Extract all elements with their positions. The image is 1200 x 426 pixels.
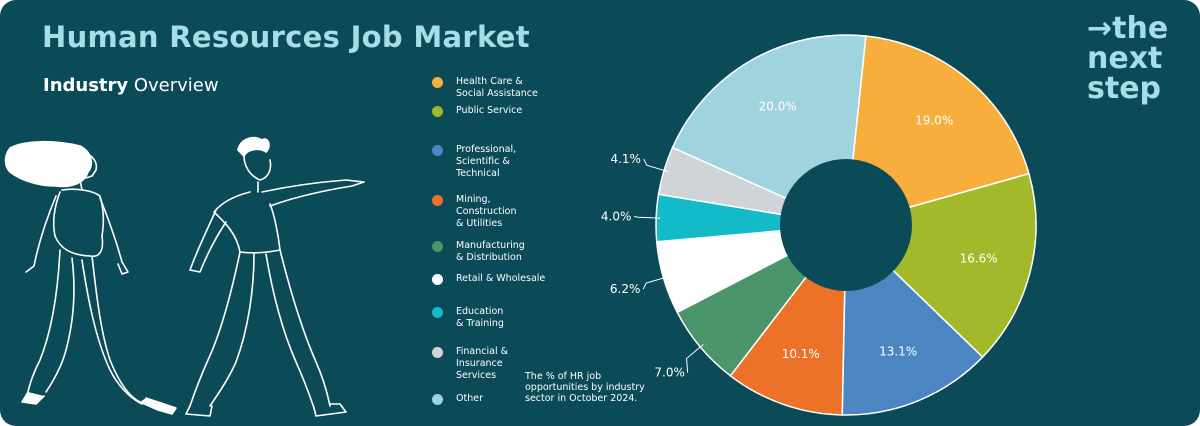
legend-label: Manufacturing & Distribution: [456, 240, 525, 263]
page-title: Human Resources Job Market: [42, 20, 530, 54]
legend-swatch: [432, 195, 443, 206]
logo-arrow-icon: →: [1087, 11, 1113, 46]
people-illustration: [4, 136, 365, 417]
label-leader-line: [686, 344, 704, 373]
legend-label: Health Care & Social Assistance: [456, 76, 538, 99]
logo-word-next: next: [1087, 41, 1163, 76]
slice-value-label: 7.0%: [654, 366, 685, 380]
logo-word-the: the: [1112, 11, 1169, 46]
legend-swatch: [432, 241, 443, 252]
label-leader-line: [642, 276, 668, 290]
legend-swatch: [432, 347, 443, 358]
slice-value-label: 19.0%: [915, 113, 953, 127]
legend-label: Education & Training: [456, 306, 504, 329]
slice-value-label: 13.1%: [879, 344, 917, 358]
subtitle-rest: Overview: [128, 75, 219, 96]
chart-legend: Health Care & Social Assistance Public S…: [432, 0, 562, 426]
slice-value-label: 10.1%: [782, 347, 820, 361]
label-leader-line: [634, 215, 661, 219]
legend-swatch: [432, 145, 443, 156]
legend-swatch: [432, 307, 443, 318]
slice-value-label: 4.0%: [601, 209, 632, 223]
legend-label: Financial & Insurance Services: [456, 346, 509, 381]
legend-label: Professional, Scientific & Technical: [456, 144, 517, 179]
legend-label: Mining, Construction & Utilities: [456, 194, 517, 229]
the-next-step-logo: →the next step: [1087, 14, 1187, 104]
legend-label: Other: [456, 393, 483, 404]
legend-swatch: [432, 394, 443, 405]
slice-value-label: 20.0%: [759, 99, 797, 113]
donut-hole: [780, 159, 912, 291]
legend-swatch: [432, 106, 443, 117]
label-leader-line: [643, 158, 668, 173]
slice-value-label: 16.6%: [960, 252, 998, 266]
legend-swatch: [432, 77, 443, 88]
slice-value-label: 4.1%: [610, 152, 641, 166]
legend-swatch: [432, 274, 443, 285]
page-subtitle: Industry Overview: [43, 75, 219, 96]
logo-word-step: step: [1087, 71, 1162, 106]
subtitle-bold: Industry: [43, 75, 129, 96]
legend-label: Public Service: [456, 105, 523, 116]
slice-value-label: 6.2%: [610, 282, 641, 296]
chart-note: The % of HR job opportunities by industr…: [525, 371, 645, 404]
legend-label: Retail & Wholesale: [456, 273, 546, 284]
